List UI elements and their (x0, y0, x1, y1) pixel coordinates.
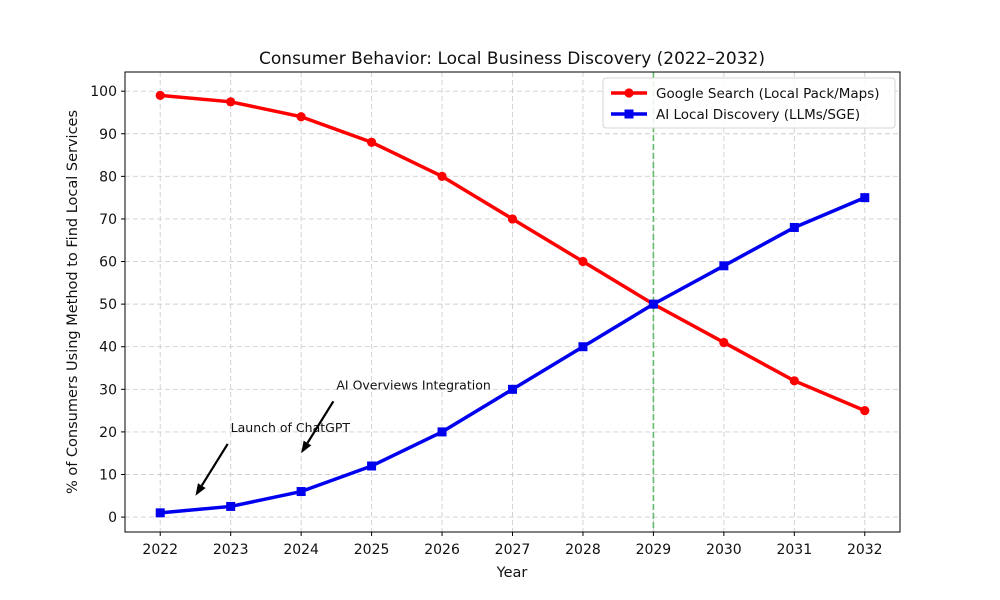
annotation-arrow-shaft (306, 400, 335, 444)
grid (125, 72, 900, 532)
data-point (719, 261, 729, 271)
data-point (719, 337, 729, 348)
y-tick-label: 80 (99, 169, 117, 185)
data-point (578, 256, 588, 267)
data-point (437, 171, 447, 181)
legend-item: Google Search (Local Pack/Maps) (611, 86, 880, 102)
y-tick-label: 10 (99, 468, 117, 484)
y-axis-label: % of Consumers Using Method to Find Loca… (65, 110, 81, 494)
x-axis-label: Year (496, 565, 528, 581)
x-tick-label: 2024 (283, 542, 319, 558)
series-layer (155, 90, 870, 518)
y-axis-ticks: 0 10 20 30 40 50 60 70 80 90 100 (90, 84, 125, 526)
y-tick-label: 90 (99, 127, 117, 143)
x-tick-label: 2026 (424, 542, 460, 558)
x-tick-label: 2022 (142, 542, 178, 558)
data-point (296, 112, 306, 122)
data-point (226, 501, 236, 511)
data-point (860, 193, 870, 203)
data-point (789, 376, 799, 386)
legend-item: AI Local Discovery (LLMs/SGE) (611, 107, 860, 123)
series-ai-local-discovery (155, 193, 870, 518)
annotation-label: Launch of ChatGPT (231, 420, 351, 435)
x-tick-label: 2029 (636, 542, 672, 558)
y-tick-label: 60 (99, 255, 117, 271)
legend-box (602, 77, 896, 129)
y-tick-label: 100 (90, 84, 117, 100)
x-tick-label: 2031 (776, 542, 812, 558)
data-point (155, 508, 165, 518)
annotation: Launch of ChatGPT (195, 420, 350, 496)
y-tick-label: 70 (99, 212, 117, 228)
data-point (860, 406, 870, 416)
data-point (507, 214, 518, 224)
data-point (789, 222, 799, 232)
y-tick-label: 50 (99, 297, 117, 313)
x-tick-label: 2023 (213, 542, 249, 558)
chart-title: Consumer Behavior: Local Business Discov… (259, 49, 765, 69)
data-point (367, 461, 377, 471)
y-tick-label: 40 (99, 340, 117, 356)
y-tick-label: 0 (108, 510, 117, 526)
data-point (226, 97, 236, 107)
data-point (578, 342, 588, 352)
series-google-search (155, 90, 870, 416)
x-tick-label: 2025 (354, 542, 390, 558)
legend-label: AI Local Discovery (LLMs/SGE) (656, 107, 860, 123)
annotation-arrow-head (195, 483, 206, 496)
annotation-arrow-head (301, 440, 312, 454)
data-point (648, 299, 658, 309)
x-tick-label: 2030 (706, 542, 742, 558)
data-point (155, 90, 165, 101)
annotations: Launch of ChatGPT AI Overviews Integratio… (195, 377, 491, 496)
data-point (508, 384, 517, 394)
x-axis-ticks: 2022 2023 2024 2025 2026 2027 2028 2029 2030 2031… (142, 532, 883, 558)
annotation-label: AI Overviews Integration (336, 377, 490, 392)
data-point (296, 487, 306, 497)
x-tick-label: 2027 (495, 542, 531, 558)
legend-label: Google Search (Local Pack/Maps) (656, 86, 880, 102)
y-tick-label: 20 (99, 425, 117, 441)
data-point (437, 427, 447, 437)
annotation: AI Overviews Integration (301, 377, 491, 454)
annotation-arrow-shaft (200, 443, 229, 487)
legend-marker (624, 88, 634, 98)
data-point (366, 137, 377, 147)
x-tick-label: 2028 (565, 542, 601, 558)
legend-marker (624, 109, 634, 119)
y-tick-label: 30 (99, 382, 117, 398)
x-tick-label: 2032 (847, 542, 883, 558)
legend: Google Search (Local Pack/Maps) AI Local … (602, 77, 896, 129)
